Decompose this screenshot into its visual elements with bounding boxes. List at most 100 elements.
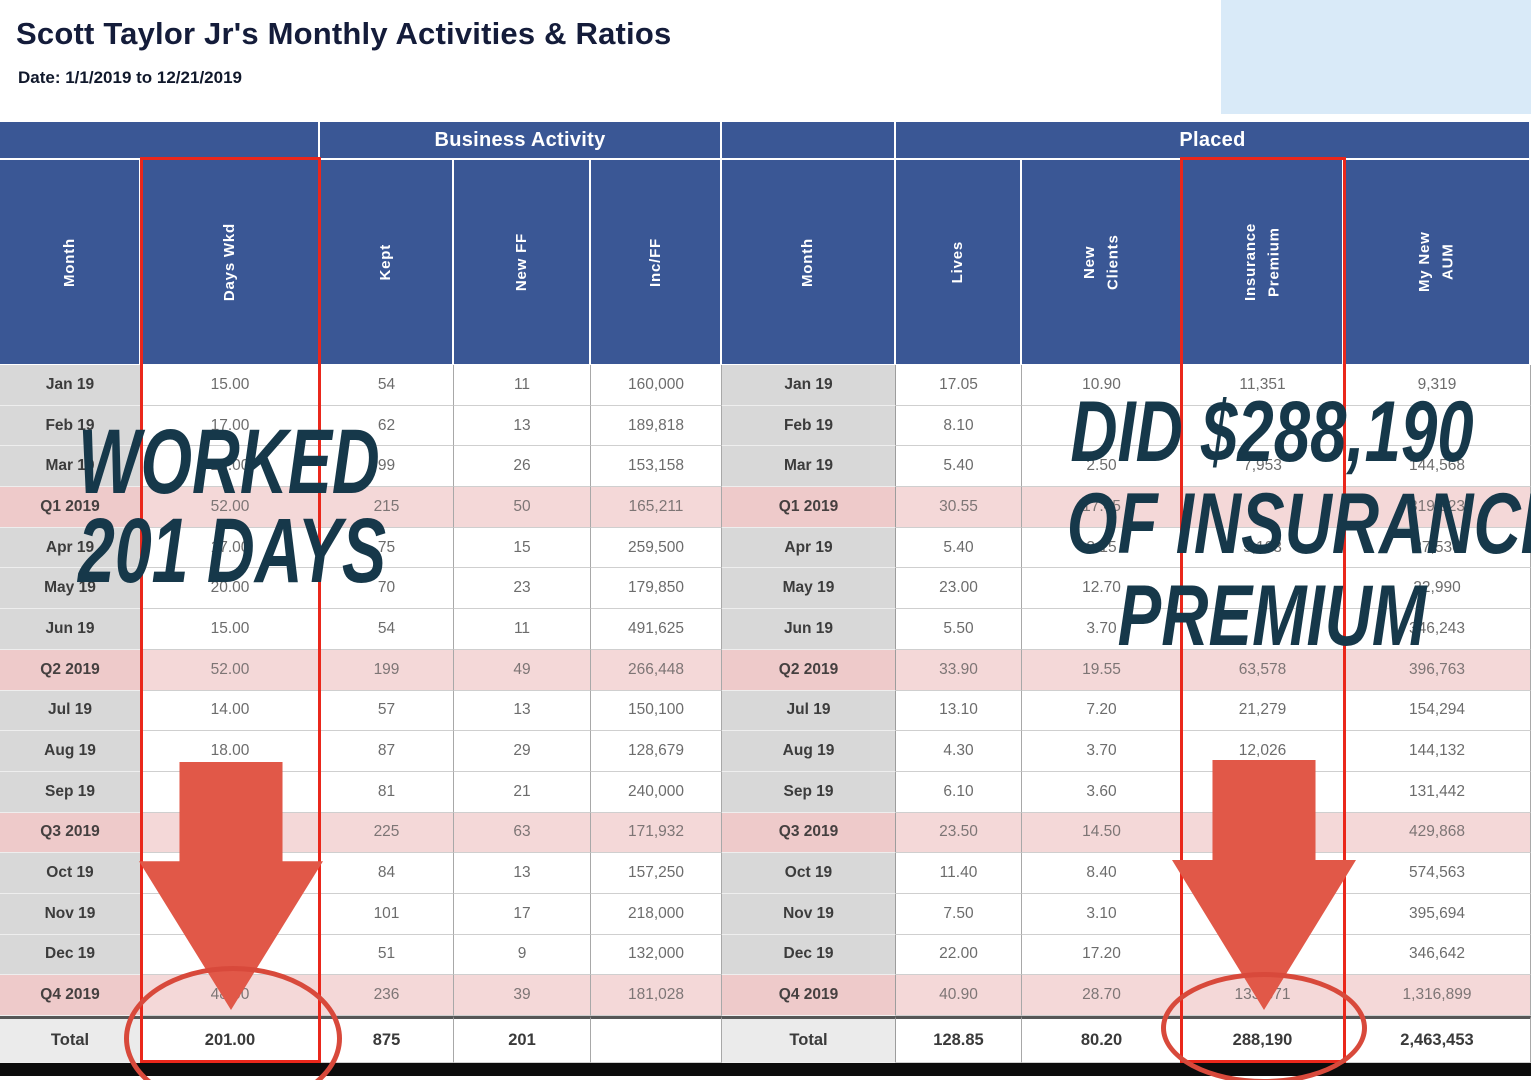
data-cell: 17.05	[896, 365, 1022, 406]
data-cell: 179,850	[591, 568, 722, 610]
row-label-right: Q4 2019	[722, 975, 896, 1016]
data-cell: 28.70	[1022, 975, 1182, 1016]
table-bottom-border	[0, 1063, 1531, 1076]
data-cell: 225	[320, 812, 454, 854]
row-label-right: Oct 19	[722, 853, 896, 894]
row-label-right: Q1 2019	[722, 487, 896, 528]
data-cell: 52.00	[141, 487, 320, 528]
data-cell: 33.90	[896, 649, 1022, 691]
data-cell: 8.10	[896, 405, 1022, 447]
row-label-left: Jan 19	[0, 365, 141, 406]
data-cell: 12,026	[1182, 731, 1344, 772]
data-cell: 201.00	[141, 1016, 320, 1063]
data-cell: 12.70	[1022, 568, 1182, 610]
row-label-left: Dec 19	[0, 934, 141, 976]
data-cell: 154,294	[1344, 690, 1531, 732]
col-header-label: Inc/FF	[646, 237, 664, 287]
data-cell	[1022, 405, 1182, 447]
row-label-left: Apr 19	[0, 527, 141, 569]
data-cell: 128.85	[896, 1016, 1022, 1063]
data-cell: 11	[454, 609, 591, 650]
data-cell: 13	[454, 405, 591, 447]
data-cell: 11,351	[1182, 365, 1344, 406]
col-header-insurance-premium: Insurance Premium	[1182, 160, 1344, 365]
row-label-left: May 19	[0, 568, 141, 610]
data-cell	[1182, 609, 1344, 650]
row-label-left: Sep 19	[0, 771, 141, 813]
data-cell: 19.55	[1022, 649, 1182, 691]
data-cell: 9,319	[1344, 365, 1531, 406]
data-cell: 288,190	[1182, 1016, 1344, 1063]
data-cell: 171,932	[591, 812, 722, 854]
data-cell	[141, 812, 320, 854]
data-cell: 5.40	[896, 446, 1022, 488]
data-cell: 29	[454, 731, 591, 772]
data-cell: 199	[320, 649, 454, 691]
data-cell: 2,463,453	[1344, 1016, 1531, 1063]
data-cell	[1182, 405, 1344, 447]
data-cell: 87	[320, 731, 454, 772]
data-cell: 13.10	[896, 690, 1022, 732]
data-cell	[141, 934, 320, 976]
data-cell: 7,953	[1182, 446, 1344, 488]
data-cell: 128,679	[591, 731, 722, 772]
data-cell: 429,868	[1344, 812, 1531, 854]
data-cell: 3.15	[1022, 527, 1182, 569]
data-cell: 26	[454, 446, 591, 488]
data-cell: 17.20	[1022, 934, 1182, 976]
data-cell	[591, 1016, 722, 1063]
data-cell: 48.00	[141, 975, 320, 1016]
col-header-days-wkd: Days Wkd	[141, 160, 320, 365]
data-cell: 27,530	[1344, 527, 1531, 569]
row-label-right: Mar 19	[722, 446, 896, 488]
data-cell: 11	[454, 365, 591, 406]
row-label-left: Q1 2019	[0, 487, 141, 528]
row-label-left: Total	[0, 1016, 141, 1063]
data-cell: 20.00	[141, 446, 320, 488]
col-header-new-ff: New FF	[454, 160, 591, 365]
row-label-left: Q4 2019	[0, 975, 141, 1016]
data-cell: 57	[320, 690, 454, 732]
data-cell: 2.50	[1022, 446, 1182, 488]
data-cell: 3.70	[1022, 609, 1182, 650]
col-header-label: Kept	[377, 243, 395, 281]
data-cell: 21,279	[1182, 690, 1344, 732]
row-label-left: Q2 2019	[0, 649, 141, 691]
band-placed: Placed	[896, 122, 1531, 160]
col-header-inc-ff: Inc/FF	[591, 160, 722, 365]
data-cell: 101	[320, 893, 454, 935]
data-cell: 17	[454, 893, 591, 935]
data-cell: 396,763	[1344, 649, 1531, 691]
row-label-right: Jan 19	[722, 365, 896, 406]
col-header-new-clients: New Clients	[1022, 160, 1182, 365]
data-cell	[141, 893, 320, 935]
data-cell: 50	[454, 487, 591, 528]
corner-background	[1221, 0, 1531, 114]
col-header-label: Days Wkd	[220, 222, 238, 302]
data-cell: 15.00	[141, 365, 320, 406]
data-cell: 11.40	[896, 853, 1022, 894]
row-label-left: Feb 19	[0, 405, 141, 447]
data-cell: 395,694	[1344, 893, 1531, 935]
data-cell: 13	[454, 853, 591, 894]
data-cell: 266,448	[591, 649, 722, 691]
col-header-label: Month	[799, 237, 817, 287]
data-cell: 20.00	[141, 568, 320, 610]
data-cell: 80.20	[1022, 1016, 1182, 1063]
data-cell: 5.50	[896, 609, 1022, 650]
row-label-right: Feb 19	[722, 405, 896, 447]
row-label-left: Jul 19	[0, 690, 141, 732]
row-label-left: Oct 19	[0, 853, 141, 894]
row-label-right: Dec 19	[722, 934, 896, 976]
data-cell: 21	[454, 771, 591, 813]
row-label-left: Nov 19	[0, 893, 141, 935]
row-label-right: May 19	[722, 568, 896, 610]
data-cell: 3.60	[1022, 771, 1182, 813]
row-label-left: Q3 2019	[0, 812, 141, 854]
data-cell: 13	[454, 690, 591, 732]
band-spacer-right	[722, 122, 896, 160]
data-cell	[1182, 934, 1344, 976]
data-cell: 22,990	[1344, 568, 1531, 610]
data-cell: 17.00	[141, 405, 320, 447]
data-cell	[1182, 893, 1344, 935]
